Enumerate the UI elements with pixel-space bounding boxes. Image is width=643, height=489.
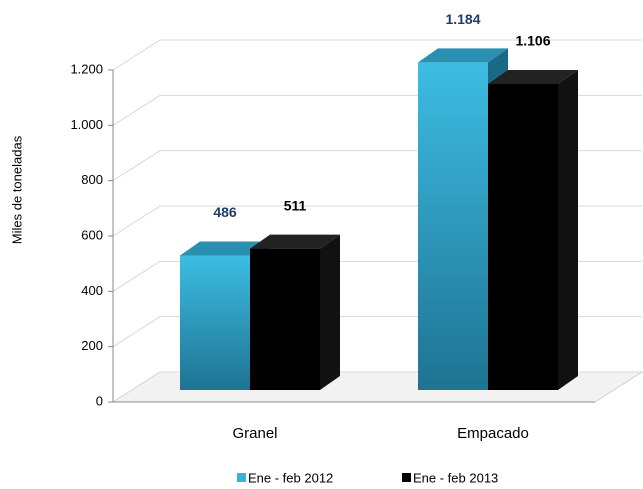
- value-label: 1.106: [515, 33, 550, 49]
- legend-label: Ene - feb 2012: [248, 470, 333, 485]
- y-tick-label: 1.200: [70, 61, 103, 76]
- bar-top: [488, 70, 578, 85]
- bar-top: [250, 234, 340, 249]
- y-tick-label: 1.000: [70, 117, 103, 132]
- legend-swatch: [402, 473, 411, 482]
- y-axis-title: Miles de toneladas: [9, 135, 24, 244]
- bar: [418, 62, 488, 390]
- legend-label: Ene - feb 2013: [413, 470, 498, 485]
- value-label: 511: [284, 197, 307, 213]
- bar-top: [180, 241, 270, 256]
- y-tick-label: 0: [96, 393, 103, 408]
- bar-side: [320, 234, 340, 390]
- x-tick-label: Granel: [232, 425, 277, 442]
- bar-top: [418, 48, 508, 63]
- y-tick-label: 400: [81, 283, 103, 298]
- value-label: 1.184: [445, 11, 480, 27]
- y-tick-label: 200: [81, 338, 103, 353]
- bar: [180, 255, 250, 390]
- bar: [488, 84, 558, 391]
- y-tick-label: 800: [81, 172, 103, 187]
- grid-line: [112, 39, 642, 71]
- bar-side: [558, 70, 578, 391]
- legend-swatch: [237, 473, 246, 482]
- y-tick-label: 600: [81, 227, 103, 242]
- bar: [250, 248, 320, 390]
- value-label: 486: [213, 204, 237, 220]
- x-tick-label: Empacado: [457, 425, 529, 442]
